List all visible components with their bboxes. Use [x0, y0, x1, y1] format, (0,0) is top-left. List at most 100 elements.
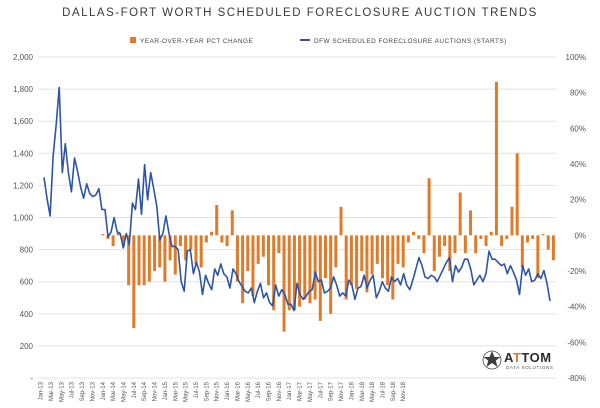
x-tick-label: May-15	[184, 381, 190, 402]
left-tick-label: 200	[20, 342, 34, 351]
svg-text:ATTOM: ATTOM	[504, 350, 552, 365]
bar	[334, 235, 338, 268]
x-tick-label: Mar-13	[49, 381, 55, 401]
line-series	[43, 86, 551, 312]
bar	[427, 178, 431, 236]
bar	[515, 153, 519, 236]
bar	[339, 206, 343, 236]
x-tick-label: Mar-15	[173, 381, 179, 401]
x-tick-label: Mar-18	[360, 381, 366, 401]
bar	[215, 205, 219, 236]
bar	[267, 235, 271, 286]
bar	[489, 231, 493, 236]
bar	[417, 235, 421, 239]
bar	[241, 235, 245, 304]
bar	[251, 235, 255, 296]
x-tick-label: Mar-16	[235, 381, 241, 401]
x-tick-label: Sep-17	[329, 381, 335, 401]
chart-title: DALLAS-FORT WORTH SCHEDULED FORECLOSURE …	[62, 7, 538, 19]
bar	[204, 235, 208, 243]
bar	[412, 231, 416, 236]
bar	[230, 210, 234, 236]
x-tick-label: Jan-14	[101, 381, 107, 400]
bar	[303, 235, 307, 300]
bar	[355, 235, 359, 289]
bar	[308, 235, 312, 304]
svg-text:DATA SOLUTIONS: DATA SOLUTIONS	[506, 365, 554, 370]
bar	[365, 235, 369, 293]
legend: YEAR-OVER-YEAR PCT CHANGE DFW SCHEDULED …	[130, 37, 507, 45]
bar	[349, 235, 353, 286]
right-tick-label: -60%	[567, 338, 586, 347]
bar	[147, 235, 151, 282]
x-tick-label: Jan-18	[349, 381, 355, 400]
bar	[173, 235, 177, 275]
bar	[546, 235, 550, 250]
bar	[484, 235, 488, 247]
bar	[536, 235, 540, 279]
bar	[261, 235, 265, 257]
bar	[380, 235, 384, 279]
left-tick-label: 400	[20, 310, 34, 319]
x-tick-label: Sep-13	[80, 381, 86, 401]
bar	[235, 235, 239, 282]
left-tick-label: 1,800	[13, 85, 34, 94]
bar	[432, 235, 436, 271]
bar	[246, 235, 250, 271]
x-tick-label: May-13	[59, 381, 65, 402]
bar	[210, 231, 214, 236]
x-tick-label: Jul-17	[318, 381, 324, 398]
bar	[287, 235, 291, 311]
bar	[541, 234, 545, 236]
bar	[474, 235, 478, 254]
bar	[526, 235, 530, 243]
bar	[443, 235, 447, 247]
bar	[194, 235, 198, 264]
x-tick-label: Nov-18	[401, 381, 407, 401]
bar	[158, 235, 162, 268]
left-tick-label: 1,200	[13, 181, 34, 190]
x-tick-label: Nov-14	[153, 381, 159, 401]
series-line	[43, 86, 551, 312]
x-tick-label: Jan-15	[163, 381, 169, 400]
bar	[313, 235, 317, 300]
x-tick-label: Jul-13	[70, 381, 76, 398]
x-tick-label: Nov-13	[90, 381, 96, 401]
bar	[277, 235, 281, 254]
bar	[111, 235, 115, 247]
x-tick-label: Sep-15	[204, 381, 210, 401]
x-tick-label: Mar-17	[298, 381, 304, 401]
bar	[479, 235, 483, 239]
right-tick-label: 80%	[570, 89, 586, 98]
bar	[142, 235, 146, 286]
bar	[551, 235, 555, 261]
logo-emblem-icon	[482, 350, 502, 370]
right-axis: -80% -60% -40% -20% 0% 20% 40% 60% 80% 100%	[566, 53, 586, 383]
bar	[458, 192, 462, 236]
x-tick-label: Sep-16	[267, 381, 273, 401]
x-tick-label: Jan-16	[225, 381, 231, 400]
bar	[220, 235, 224, 243]
x-tick-label: Nov-15	[215, 381, 221, 401]
bar	[505, 235, 509, 239]
bar	[386, 235, 390, 286]
left-tick-label: 1,400	[13, 149, 34, 158]
bar	[463, 235, 467, 254]
bar	[510, 206, 514, 236]
bar	[121, 235, 125, 247]
x-tick-label: Nov-17	[339, 381, 345, 401]
bar	[101, 234, 105, 236]
bar	[199, 235, 203, 268]
x-tick-label: May-17	[308, 381, 314, 402]
bar	[344, 235, 348, 300]
right-tick-label: -80%	[567, 374, 586, 383]
legend-line-label: DFW SCHEDULED FORECLOSURE AUCTIONS (STAR…	[314, 38, 507, 45]
bar	[531, 235, 535, 239]
bar	[406, 235, 410, 243]
bar	[437, 235, 441, 257]
left-tick-label: 800	[20, 246, 34, 255]
bar	[116, 231, 120, 236]
right-tick-label: -40%	[567, 303, 586, 312]
bar	[494, 81, 498, 236]
bar	[401, 235, 405, 268]
